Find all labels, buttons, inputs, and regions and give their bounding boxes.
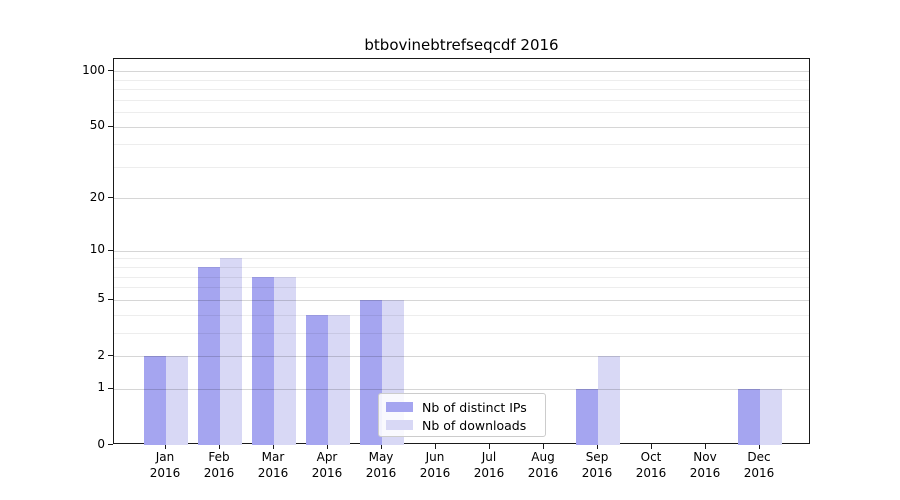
legend-swatch-downloads [386,420,413,430]
minor-gridline-70 [114,99,809,101]
x-tick-label-apr: Apr 2016 [311,450,343,480]
x-tick-label-jan: Jan 2016 [149,450,181,480]
y-tick-mark-10 [108,249,113,251]
y-tick-mark-1 [108,387,113,389]
y-tick-label-5: 5 [97,291,105,306]
x-tick-label-may: May 2016 [365,450,397,480]
x-tick-mark-mar [273,444,274,449]
major-gridline-1 [114,388,809,390]
bar-distinct-ips-mar [252,276,274,445]
x-tick-label-oct: Oct 2016 [635,450,667,480]
y-tick-mark-2 [108,355,113,356]
y-tick-mark-20 [108,197,113,199]
bar-downloads-jan [166,356,188,445]
major-gridline-10 [114,250,809,252]
x-tick-mark-sep [597,444,598,449]
y-tick-label-20: 20 [89,189,105,204]
bar-distinct-ips-may [360,299,382,445]
minor-gridline-8 [114,267,809,269]
y-tick-mark-0 [108,444,113,445]
y-tick-label-100: 100 [82,62,105,77]
y-tick-label-0: 0 [97,436,105,451]
x-tick-mark-jan [165,444,166,449]
bar-distinct-ips-jan [144,356,166,445]
x-tick-mark-aug [543,444,544,449]
y-tick-mark-5 [108,298,113,300]
major-gridline-50 [114,126,809,128]
legend-label-downloads: Nb of downloads [422,417,527,433]
minor-gridline-90 [114,79,809,81]
bar-downloads-dec [760,388,782,445]
bar-downloads-sep [598,356,620,445]
x-tick-label-aug: Aug 2016 [527,450,559,480]
legend: Nb of distinct IPs Nb of downloads [378,393,546,437]
bar-downloads-apr [328,314,350,445]
minor-gridline-30 [114,166,809,168]
chart-title: btbovinebtrefseqcdf 2016 [364,36,559,54]
x-tick-mark-may [381,444,382,449]
major-gridline-5 [114,299,809,301]
bar-distinct-ips-apr [306,314,328,445]
minor-gridline-4 [114,314,809,316]
minor-gridline-7 [114,276,809,278]
x-tick-mark-dec [759,444,760,449]
legend-swatch-distinct-ips [386,402,413,412]
x-tick-label-jun: Jun 2016 [419,450,451,480]
minor-gridline-80 [114,89,809,91]
legend-item-distinct-ips: Nb of distinct IPs [386,398,539,416]
y-tick-mark-100 [108,70,113,72]
minor-gridline-60 [114,112,809,114]
x-tick-label-nov: Nov 2016 [689,450,721,480]
minor-gridline-40 [114,144,809,146]
x-tick-label-sep: Sep 2016 [581,450,613,480]
minor-gridline-9 [114,258,809,260]
major-gridline-100 [114,71,809,73]
y-tick-label-10: 10 [89,242,105,257]
y-tick-label-2: 2 [97,347,105,362]
legend-item-downloads: Nb of downloads [386,416,539,434]
bar-distinct-ips-dec [738,388,760,445]
x-tick-mark-nov [705,444,706,449]
bar-distinct-ips-sep [576,388,598,445]
y-tick-mark-50 [108,125,113,127]
major-gridline-2 [114,356,809,357]
minor-gridline-6 [114,287,809,289]
x-tick-label-dec: Dec 2016 [743,450,775,480]
x-tick-label-feb: Feb 2016 [203,450,235,480]
x-tick-label-jul: Jul 2016 [473,450,505,480]
y-tick-label-50: 50 [89,118,105,133]
minor-gridline-3 [114,332,809,334]
legend-label-distinct-ips: Nb of distinct IPs [422,399,527,415]
major-gridline-20 [114,198,809,200]
bar-distinct-ips-feb [198,267,220,445]
x-tick-mark-jun [435,444,436,449]
x-tick-mark-apr [327,444,328,449]
x-tick-mark-oct [651,444,652,449]
x-tick-mark-jul [489,444,490,449]
y-tick-label-1: 1 [97,380,105,395]
x-tick-label-mar: Mar 2016 [257,450,289,480]
bar-downloads-mar [274,276,296,445]
bar-downloads-feb [220,258,242,445]
x-tick-mark-feb [219,444,220,449]
plot-area [113,58,810,445]
